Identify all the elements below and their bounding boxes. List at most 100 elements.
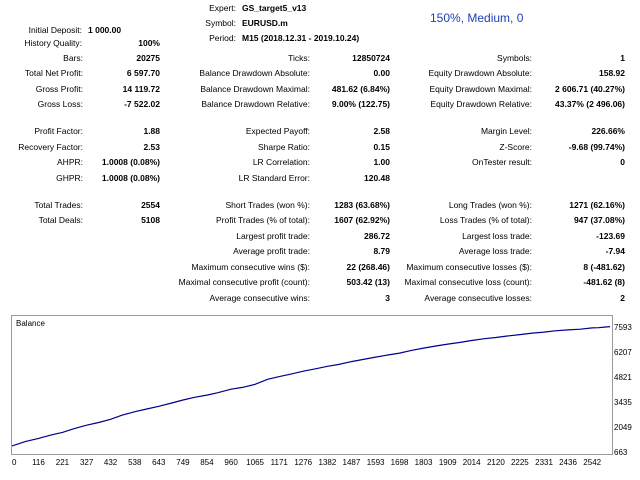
largest-loss-trade-value: -123.69	[596, 231, 625, 241]
x-tick-label: 2014	[463, 458, 481, 467]
gross-loss-value: -7 522.02	[124, 99, 160, 109]
y-tick-label: 2049	[614, 423, 632, 432]
x-tick-label: 1171	[271, 458, 289, 467]
total-deals-value: 5108	[141, 215, 160, 225]
ahpr-label: AHPR:	[57, 157, 83, 167]
average-consecutive-losses-label: Average consecutive losses:	[424, 293, 532, 303]
period-value: M15 (2018.12.31 - 2019.10.24)	[242, 33, 360, 43]
x-tick-label: 0	[12, 458, 17, 467]
y-tick-label: 663	[614, 448, 628, 457]
max-consecutive-losses-value: 8 (-481.62)	[583, 262, 625, 272]
equity-dd-relative-label: Equity Drawdown Relative:	[430, 99, 532, 109]
x-tick-label: 538	[128, 458, 142, 467]
ontester-result-label: OnTester result:	[472, 157, 532, 167]
x-tick-label: 221	[56, 458, 70, 467]
recovery-factor-label: Recovery Factor:	[18, 142, 83, 152]
x-tick-label: 749	[176, 458, 190, 467]
x-tick-label: 327	[80, 458, 94, 467]
lr-standard-error-label: LR Standard Error:	[238, 173, 310, 183]
ticks-label: Ticks:	[288, 53, 310, 63]
x-tick-label: 960	[224, 458, 238, 467]
balance-dd-relative-label: Balance Drawdown Relative:	[201, 99, 310, 109]
max-consecutive-wins-value: 22 (268.46)	[346, 262, 390, 272]
average-consecutive-wins-value: 3	[385, 293, 390, 303]
x-tick-label: 1065	[246, 458, 264, 467]
x-tick-label: 2225	[511, 458, 529, 467]
largest-profit-trade-value: 286.72	[364, 231, 390, 241]
maximal-consecutive-loss-value: -481.62 (8)	[583, 277, 625, 287]
largest-profit-trade-label: Largest profit trade:	[236, 231, 310, 241]
balance-dd-relative-value: 9.00% (122.75)	[331, 99, 390, 109]
y-tick-label: 6207	[614, 348, 632, 357]
x-tick-label: 2436	[559, 458, 577, 467]
x-tick-label: 643	[152, 458, 166, 467]
ticks-value: 12850724	[352, 53, 390, 63]
balance-line	[11, 326, 611, 447]
balance-dd-absolute-value: 0.00	[373, 68, 390, 78]
lr-correlation-value: 1.00	[373, 157, 390, 167]
margin-level-value: 226.66%	[591, 126, 625, 136]
symbol-label: Symbol:	[205, 18, 236, 28]
profit-trades-label: Profit Trades (% of total):	[215, 215, 310, 225]
average-profit-trade-label: Average profit trade:	[233, 246, 310, 256]
equity-dd-absolute-label: Equity Drawdown Absolute:	[428, 68, 532, 78]
average-loss-trade-value: -7.94	[605, 246, 625, 256]
largest-loss-trade-label: Largest loss trade:	[462, 231, 532, 241]
sharpe-ratio-label: Sharpe Ratio:	[258, 142, 310, 152]
z-score-value: -9.68 (99.74%)	[568, 142, 625, 152]
history-quality-value: 100%	[138, 38, 160, 48]
net-profit-label: Total Net Profit:	[24, 68, 83, 78]
x-tick-label: 116	[32, 458, 45, 467]
x-tick-label: 854	[200, 458, 214, 467]
short-trades-value: 1283 (63.68%)	[334, 200, 390, 210]
loss-trades-value: 947 (37.08%)	[573, 215, 625, 225]
maximal-consecutive-profit-label: Maximal consecutive profit (count):	[178, 277, 310, 287]
history-quality-label: History Quality:	[24, 38, 82, 48]
max-consecutive-losses-label: Maximum consecutive losses ($):	[406, 262, 532, 272]
balance-dd-maximal-label: Balance Drawdown Maximal:	[200, 84, 310, 94]
y-tick-label: 4821	[614, 373, 632, 382]
initial-deposit-label: Initial Deposit:	[28, 25, 82, 35]
maximal-consecutive-loss-label: Maximal consecutive loss (count):	[404, 277, 532, 287]
bars-label: Bars:	[63, 53, 83, 63]
average-loss-trade-label: Average loss trade:	[458, 246, 532, 256]
recovery-factor-value: 2.53	[143, 142, 160, 152]
gross-profit-value: 14 119.72	[122, 84, 160, 94]
y-tick-label: 7593	[614, 323, 632, 332]
equity-dd-absolute-value: 158.92	[599, 68, 625, 78]
symbols-value: 1	[620, 53, 625, 63]
gross-loss-label: Gross Loss:	[37, 99, 83, 109]
balance-dd-maximal-value: 481.62 (6.84%)	[331, 84, 390, 94]
margin-level-label: Margin Level:	[480, 126, 532, 136]
average-profit-trade-value: 8.79	[373, 246, 390, 256]
ghpr-value: 1.0008 (0.08%)	[101, 173, 160, 183]
expert-value: GS_target5_v13	[242, 3, 307, 13]
long-trades-label: Long Trades (won %):	[448, 200, 532, 210]
total-trades-label: Total Trades:	[34, 200, 83, 210]
equity-dd-maximal-value: 2 606.71 (40.27%)	[555, 84, 625, 94]
test-quality-text: 150%, Medium, 0	[430, 11, 524, 25]
loss-trades-label: Loss Trades (% of total):	[439, 215, 532, 225]
y-tick-label: 3435	[614, 398, 632, 407]
long-trades-value: 1271 (62.16%)	[569, 200, 625, 210]
gross-profit-label: Gross Profit:	[35, 84, 83, 94]
x-tick-label: 1803	[415, 458, 433, 467]
x-tick-label: 1382	[319, 458, 337, 467]
total-deals-label: Total Deals:	[38, 215, 83, 225]
x-tick-label: 1909	[439, 458, 457, 467]
profit-trades-value: 1607 (62.92%)	[334, 215, 390, 225]
z-score-label: Z-Score:	[499, 142, 532, 152]
x-tick-label: 2331	[535, 458, 553, 467]
period-label: Period:	[209, 33, 236, 43]
equity-dd-relative-value: 43.37% (2 496.06)	[555, 99, 625, 109]
ahpr-value: 1.0008 (0.08%)	[101, 157, 160, 167]
average-consecutive-losses-value: 2	[620, 293, 625, 303]
symbol-value: EURUSD.m	[242, 18, 288, 28]
lr-correlation-label: LR Correlation:	[252, 157, 310, 167]
average-consecutive-wins-label: Average consecutive wins:	[209, 293, 310, 303]
x-tick-label: 1593	[367, 458, 385, 467]
x-tick-label: 2120	[487, 458, 505, 467]
symbols-label: Symbols:	[497, 53, 532, 63]
x-tick-label: 1698	[391, 458, 409, 467]
